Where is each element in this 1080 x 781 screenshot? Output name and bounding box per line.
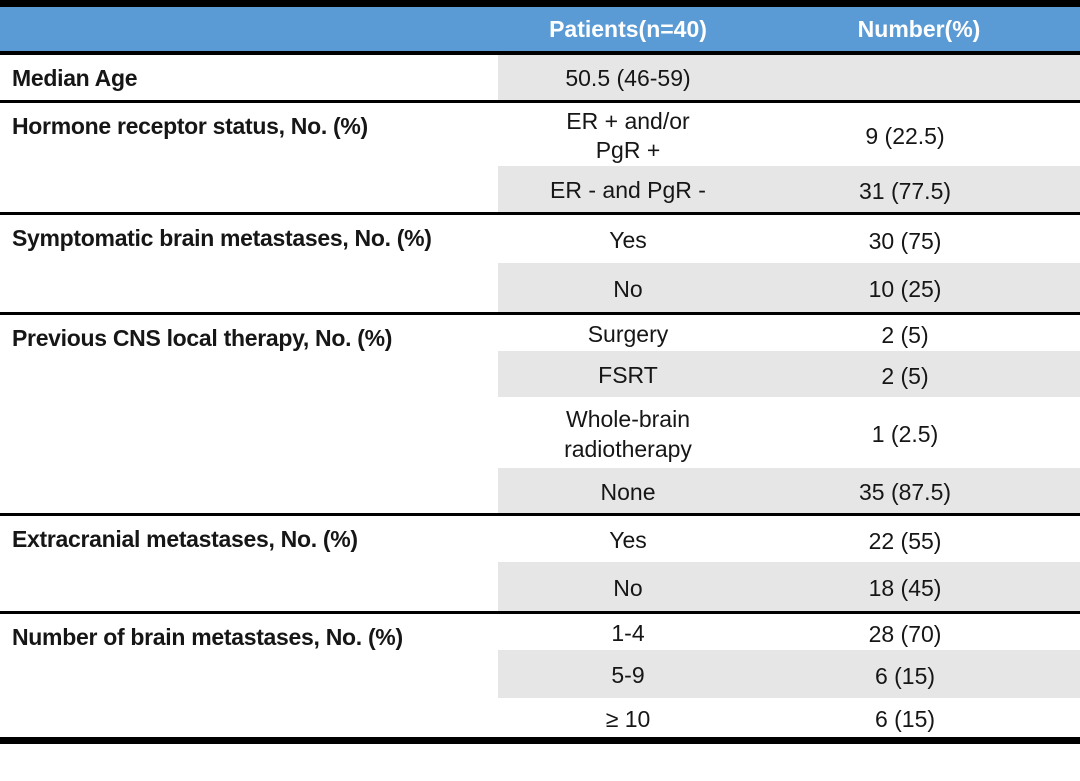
count-cell: 31 (77.5) — [758, 166, 1080, 214]
table-row: Extracranial metastases, No. (%) Yes 22 … — [0, 512, 1080, 613]
category-cell: Yes — [498, 512, 758, 563]
section-label: Median Age — [0, 53, 498, 101]
count-cell: 6 (15) — [874, 706, 936, 733]
count-cell: 28 (70) — [758, 610, 1080, 651]
table-row: Whole-brain radiotherapy 1 (2.5) — [0, 397, 1080, 468]
count-cell: 35 (87.5) — [758, 468, 1080, 515]
count-cell: 6 (15) — [758, 650, 1080, 699]
header-row: Patients(n=40) Number(%) — [0, 3, 1080, 55]
category-cell: Whole-brain radiotherapy — [564, 405, 692, 462]
header-cell-number: Number(%) — [758, 3, 1080, 55]
category-cell: 1-4 — [498, 610, 758, 651]
count-cell: 18 (45) — [758, 562, 1080, 613]
section-label: Previous CNS local therapy, No. (%) — [0, 311, 498, 515]
category-cell: ≥ 10 — [605, 705, 651, 732]
table-row: Previous CNS local therapy, No. (%) Surg… — [0, 311, 1080, 515]
section-label: Number of brain metastases, No. (%) — [0, 610, 498, 741]
category-cell: 50.5 (46-59) — [498, 53, 758, 101]
category-cell: FSRT — [498, 351, 758, 398]
table-row: No 18 (45) — [0, 562, 1080, 613]
category-cell: None — [498, 468, 758, 515]
count-cell: 2 (5) — [758, 311, 1080, 352]
table-row: None 35 (87.5) — [0, 468, 1080, 515]
section-label: Extracranial metastases, No. (%) — [0, 512, 498, 613]
table-row: Number of brain metastases, No. (%) 1-4 … — [0, 610, 1080, 741]
category-cell: ER + and/or PgR + — [498, 99, 758, 167]
category-cell: No — [498, 562, 758, 613]
count-cell: 10 (25) — [758, 263, 1080, 314]
category-cell: No — [498, 263, 758, 314]
header-cell-empty — [0, 3, 498, 55]
count-cell: 2 (5) — [758, 351, 1080, 398]
table-row: 5-9 6 (15) — [0, 650, 1080, 699]
category-cell: Yes — [498, 211, 758, 264]
table-row: Hormone receptor status, No. (%) ER + an… — [0, 99, 1080, 214]
count-cell: 30 (75) — [758, 211, 1080, 264]
table-row: FSRT 2 (5) — [0, 351, 1080, 398]
table-row: ≥ 10 6 (15) — [0, 698, 1080, 740]
category-cell: ER - and PgR - — [498, 166, 758, 214]
count-cell: 1 (2.5) — [871, 421, 939, 448]
count-cell: 22 (55) — [758, 512, 1080, 563]
category-cell: Surgery — [498, 311, 758, 352]
category-cell: 5-9 — [498, 650, 758, 699]
section-label: Hormone receptor status, No. (%) — [0, 99, 498, 214]
table-row: Symptomatic brain metastases, No. (%) Ye… — [0, 211, 1080, 314]
table-row: ER - and PgR - 31 (77.5) — [0, 166, 1080, 214]
section-label: Symptomatic brain metastases, No. (%) — [0, 211, 498, 314]
count-cell: 9 (22.5) — [758, 99, 1080, 167]
table-row: Median Age 50.5 (46-59) — [0, 53, 1080, 101]
count-cell — [758, 53, 1080, 101]
patient-characteristics-table: Patients(n=40) Number(%) Median Age 50.5… — [0, 0, 1080, 744]
header-cell-patients: Patients(n=40) — [498, 3, 758, 55]
table-row: No 10 (25) — [0, 263, 1080, 314]
